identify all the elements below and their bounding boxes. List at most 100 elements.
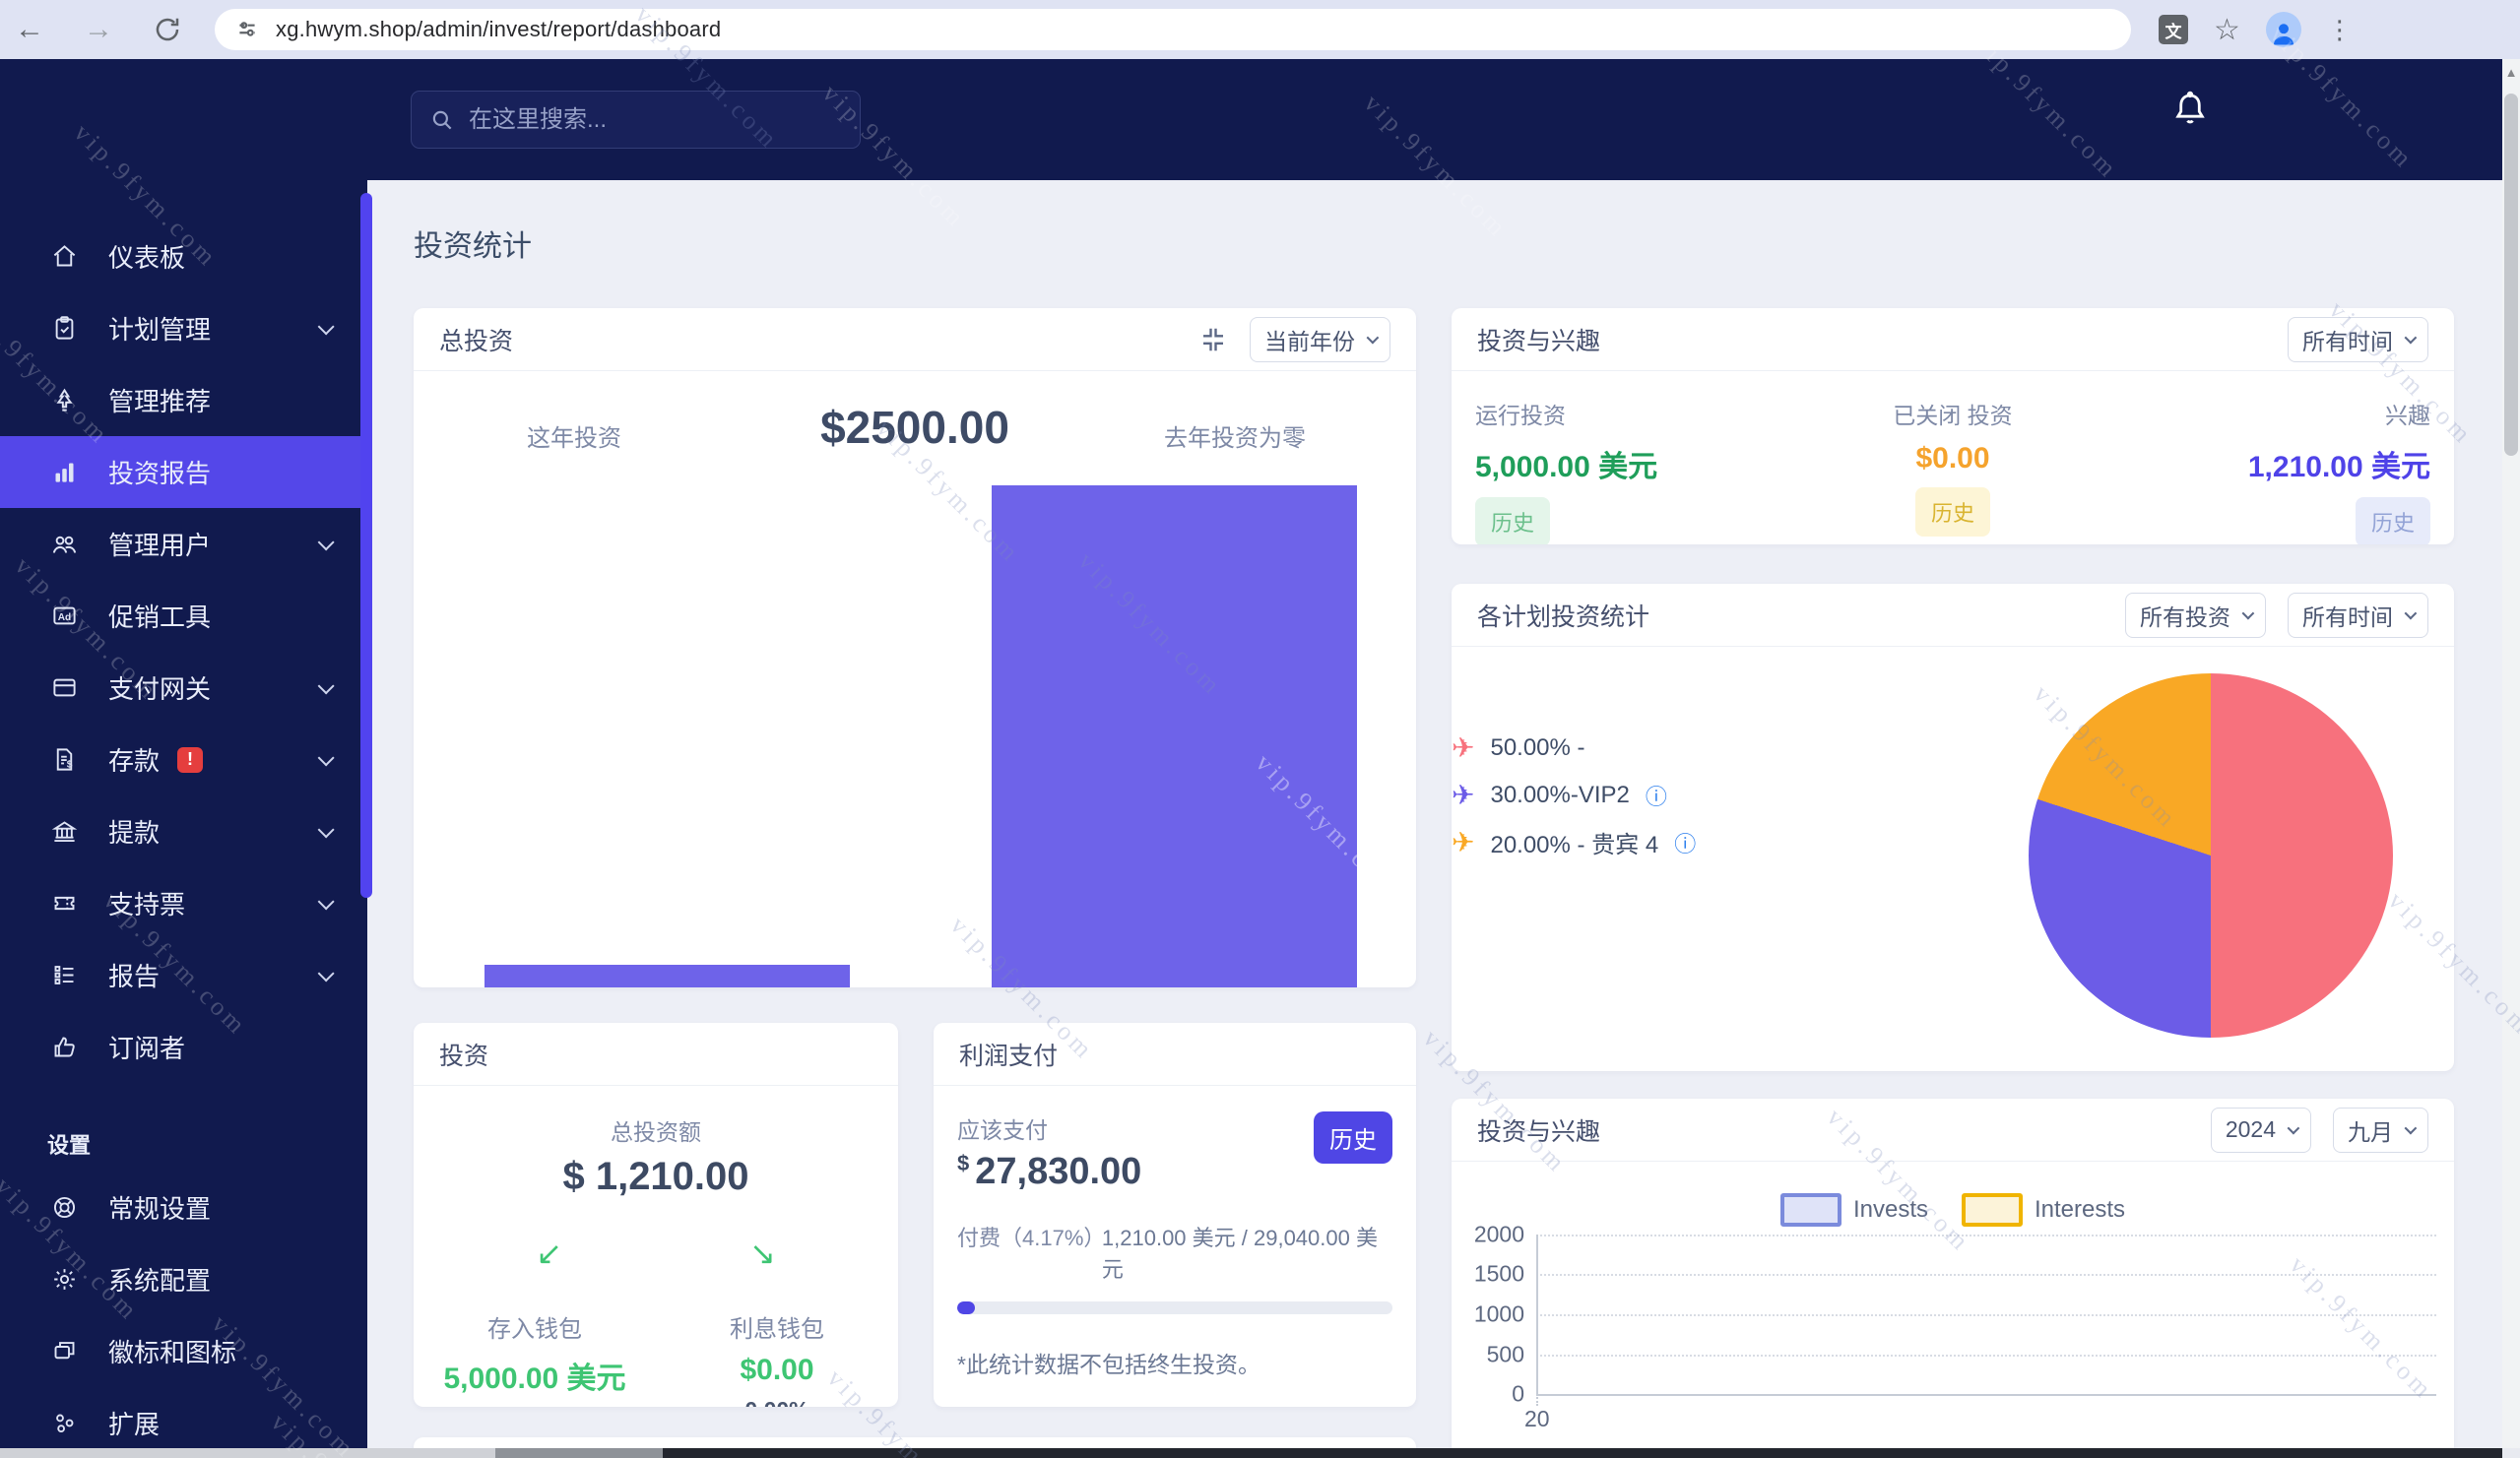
site-info-icon[interactable] xyxy=(234,17,260,42)
sidebar-item-manage-users[interactable]: 管理用户 xyxy=(0,508,367,580)
y-tick: 1500 xyxy=(1473,1260,1524,1287)
due-block: 应该支付 $27,830.00 xyxy=(957,1111,1141,1193)
sidebar-item-plan-management[interactable]: 计划管理 xyxy=(0,292,367,364)
invest-card: 投资 总投资额 $ 1,210.00 ↙ ↘ 存入钱包 5,000.00 美元 … xyxy=(414,1023,898,1407)
sidebar-item-support-tickets[interactable]: 支持票 xyxy=(0,867,367,939)
sidebar: 仪表板 计划管理 管理推荐 投资报告 管理用户 Ad 促销工具 支付网关 xyxy=(0,59,367,1458)
invest-filter-select[interactable]: 所有投资 xyxy=(2125,592,2266,638)
address-bar[interactable]: xg.hwym.shop/admin/invest/report/dashboa… xyxy=(215,9,2131,50)
forward-icon[interactable]: → xyxy=(84,13,113,45)
time-filter-select[interactable]: 所有时间 xyxy=(2288,316,2428,362)
year-filter-select[interactable]: 当前年份 xyxy=(1250,316,1390,362)
due-label: 应该支付 xyxy=(957,1117,1048,1143)
collapse-icon[interactable] xyxy=(1198,325,1228,354)
sidebar-item-extensions[interactable]: 扩展 xyxy=(0,1387,367,1458)
bottom-scroll-strip[interactable] xyxy=(0,1448,2520,1458)
total-invest-value: $ 1,210.00 xyxy=(562,1155,749,1198)
sidebar-item-investment-report[interactable]: 投资报告 xyxy=(0,436,367,508)
back-icon[interactable]: ← xyxy=(15,13,44,45)
sidebar-item-subscribers[interactable]: 订阅者 xyxy=(0,1011,367,1083)
time-filter-select[interactable]: 所有时间 xyxy=(2288,592,2428,638)
sidebar-item-dashboard[interactable]: 仪表板 xyxy=(0,221,367,292)
gear-icon xyxy=(47,1266,81,1293)
profit-note: *此统计数据不包括终生投资。 xyxy=(957,1352,1260,1377)
page-scrollbar[interactable]: ▲ xyxy=(2502,59,2520,1458)
clipboard-icon xyxy=(47,315,81,342)
thumbs-up-icon xyxy=(47,1034,81,1060)
sidebar-item-referrals[interactable]: 管理推荐 xyxy=(0,364,367,436)
sidebar-item-general-settings[interactable]: 常规设置 xyxy=(0,1172,367,1243)
search-input[interactable] xyxy=(469,105,823,134)
month-select[interactable]: 九月 xyxy=(2333,1107,2428,1153)
history-badge-indigo[interactable]: 历史 xyxy=(2355,497,2430,544)
notification-bell-icon[interactable] xyxy=(2169,89,2211,130)
plan-stats-card: 各计划投资统计 所有投资 所有时间 ✈ 50.00% - ✈ xyxy=(1452,584,2454,1071)
page-title: 投资统计 xyxy=(414,230,532,263)
browser-toolbar: ← → xg.hwym.shop/admin/invest/report/das… xyxy=(0,0,2520,59)
history-badge-green[interactable]: 历史 xyxy=(1475,497,1551,544)
card-title: 投资与兴趣 xyxy=(1477,327,1601,355)
monthly-chart-card: 投资与兴趣 2024 九月 Invests Interests 2000 xyxy=(1452,1099,2454,1458)
total-invest-label: 总投资额 xyxy=(611,1119,701,1145)
year-select[interactable]: 2024 xyxy=(2210,1107,2311,1153)
card-title: 总投资 xyxy=(439,327,514,355)
card-title: 利润支付 xyxy=(959,1042,1059,1070)
legend-interests[interactable]: Interests xyxy=(1961,1193,2125,1227)
interests-swatch xyxy=(1961,1193,2023,1227)
search-box[interactable] xyxy=(411,91,861,149)
invests-swatch xyxy=(1779,1193,1842,1227)
profile-avatar[interactable] xyxy=(2265,12,2301,47)
alert-badge: ! xyxy=(177,746,204,773)
svg-text:$: $ xyxy=(66,759,72,770)
sidebar-item-promotion-tools[interactable]: Ad 促销工具 xyxy=(0,580,367,652)
sidebar-item-payment-gateway[interactable]: 支付网关 xyxy=(0,652,367,724)
scroll-up-arrow[interactable]: ▲ xyxy=(2504,65,2518,80)
chevron-down-icon xyxy=(2404,1121,2418,1135)
reload-icon[interactable] xyxy=(138,15,197,44)
sidebar-item-reports[interactable]: 报告 xyxy=(0,939,367,1011)
bar-chart-icon xyxy=(47,459,81,485)
list-icon xyxy=(47,962,81,988)
sidebar-item-withdrawals[interactable]: 提款 xyxy=(0,795,367,867)
chevron-down-icon xyxy=(317,317,335,335)
last-year-label: 去年投资为零 xyxy=(1164,425,1306,452)
paid-label: 付费（4.17%） xyxy=(957,1226,1106,1250)
chevron-down-icon xyxy=(317,533,335,550)
browser-menu-icon[interactable]: ⋮ xyxy=(2326,14,2353,44)
users-icon xyxy=(47,531,81,557)
sidebar-section-settings: 设置 xyxy=(47,1133,92,1158)
app-header xyxy=(367,59,2520,180)
running-invest-col: 运行投资 5,000.00 美元 历史 xyxy=(1475,397,1793,544)
chevron-down-icon xyxy=(317,748,335,766)
gridline xyxy=(1536,1314,2436,1316)
sidebar-scrollbar-thumb[interactable] xyxy=(360,193,372,898)
interest-col: 兴趣 1,210.00 美元 历史 xyxy=(2112,397,2430,544)
x-axis-line xyxy=(1536,1394,2436,1396)
h-scrollbar-thumb[interactable] xyxy=(495,1448,663,1458)
wallet-arrows: ↙ ↘ xyxy=(414,1235,898,1272)
ad-icon: Ad xyxy=(47,602,81,629)
sidebar-item-system-config[interactable]: 系统配置 xyxy=(0,1243,367,1315)
history-badge-yellow[interactable]: 历史 xyxy=(1914,487,1990,537)
x-tick-label: 20 xyxy=(1524,1406,1550,1431)
credit-card-icon xyxy=(47,674,81,701)
history-button[interactable]: 历史 xyxy=(1314,1111,1392,1164)
total-investment-card: 总投资 当前年份 这年投资 $2500.00 去年投资为零 xyxy=(414,308,1416,987)
info-icon[interactable]: ⓘ xyxy=(1674,831,1697,856)
gridline xyxy=(1536,1274,2436,1276)
invest-interest-card: 投资与兴趣 所有时间 运行投资 5,000.00 美元 历史 已关闭 投资 $0… xyxy=(1452,308,2454,544)
chevron-down-icon xyxy=(2241,606,2255,620)
y-tick: 1000 xyxy=(1473,1300,1524,1327)
sidebar-item-logo-icons[interactable]: 徽标和图标 xyxy=(0,1315,367,1387)
page-scrollbar-thumb[interactable] xyxy=(2504,94,2518,456)
bookmark-star-icon[interactable]: ☆ xyxy=(2214,13,2240,46)
paid-ratio: 1,210.00 美元 / 29,040.00 美元 xyxy=(1101,1226,1378,1282)
info-icon[interactable]: ⓘ xyxy=(1645,784,1667,809)
bank-icon xyxy=(47,818,81,845)
translate-icon[interactable]: 文 xyxy=(2159,15,2188,44)
sidebar-item-deposits[interactable]: $ 存款 ! xyxy=(0,724,367,795)
home-icon xyxy=(47,243,81,270)
paid-progress-fill xyxy=(957,1301,976,1314)
legend-invests[interactable]: Invests xyxy=(1779,1193,1928,1227)
chevron-down-icon xyxy=(317,964,335,982)
